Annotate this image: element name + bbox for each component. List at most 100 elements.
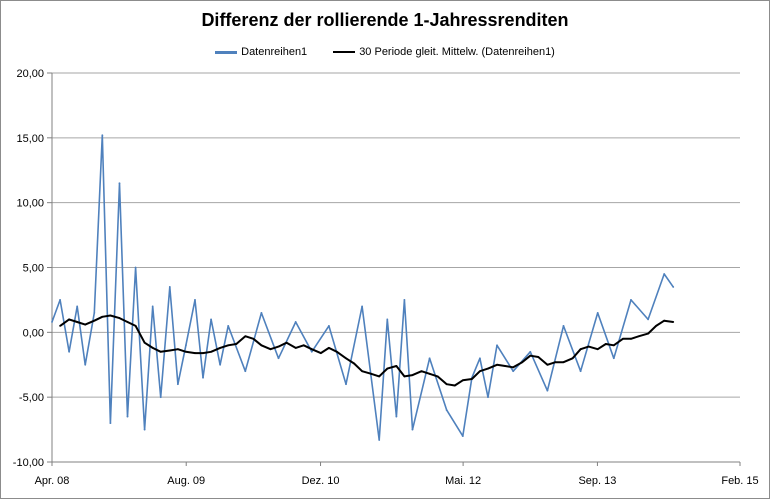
data-point-datenreihen1	[143, 428, 146, 431]
data-point-datenreihen1	[76, 305, 79, 308]
data-point-datenreihen1	[428, 357, 431, 360]
data-point-datenreihen1	[210, 318, 212, 321]
data-point-moving-average	[101, 315, 104, 318]
data-point-moving-average	[235, 343, 238, 345]
x-tick-label: Aug. 09	[167, 475, 205, 487]
data-point-moving-average	[76, 321, 79, 323]
data-point-moving-average	[244, 335, 247, 338]
data-point-datenreihen1	[562, 324, 565, 327]
data-point-datenreihen1	[663, 273, 666, 275]
data-point-datenreihen1	[596, 311, 599, 314]
data-point-moving-average	[579, 348, 582, 351]
data-point-moving-average	[285, 341, 288, 344]
data-point-datenreihen1	[68, 350, 71, 353]
data-point-moving-average	[647, 332, 649, 335]
data-point-datenreihen1	[134, 266, 137, 269]
legend-entry-series: Datenreihen1	[215, 46, 307, 58]
data-point-datenreihen1	[227, 324, 230, 327]
data-point-moving-average	[672, 321, 675, 323]
data-point-moving-average	[353, 362, 355, 365]
legend-swatch-moving-average	[333, 51, 356, 53]
data-point-moving-average	[453, 384, 456, 387]
y-tick-label: 15,00	[16, 133, 44, 145]
data-point-moving-average	[168, 349, 171, 352]
data-point-datenreihen1	[310, 350, 313, 353]
data-point-moving-average	[151, 346, 154, 349]
data-point-datenreihen1	[612, 357, 615, 360]
data-point-moving-average	[109, 314, 112, 317]
data-point-moving-average	[370, 372, 373, 375]
data-point-datenreihen1	[445, 409, 448, 412]
data-point-moving-average	[269, 348, 272, 351]
data-point-moving-average	[571, 357, 574, 360]
legend-label-moving-average: 30 Periode gleit. Mittelw. (Datenreihen1…	[359, 46, 555, 58]
y-tick-label: -5,00	[19, 392, 44, 404]
data-point-datenreihen1	[630, 299, 632, 301]
x-tick-label: Sep. 13	[578, 475, 616, 487]
data-point-moving-average	[537, 356, 540, 358]
data-point-datenreihen1	[118, 182, 121, 185]
data-point-moving-average	[655, 324, 658, 327]
data-point-moving-average	[59, 324, 61, 327]
data-point-moving-average	[134, 324, 137, 327]
data-point-moving-average	[126, 321, 129, 323]
data-point-moving-average	[302, 344, 305, 347]
data-point-moving-average	[529, 354, 532, 357]
data-point-moving-average	[411, 374, 414, 377]
y-tick-label: 10,00	[16, 198, 44, 210]
data-point-datenreihen1	[294, 321, 297, 323]
data-point-moving-average	[310, 348, 313, 351]
data-point-datenreihen1	[487, 396, 489, 399]
data-point-datenreihen1	[361, 305, 364, 308]
x-tick-label: Feb. 15	[721, 475, 758, 487]
data-point-datenreihen1	[378, 439, 381, 441]
legend-label-series: Datenreihen1	[241, 46, 308, 58]
data-point-datenreihen1	[194, 299, 196, 301]
data-point-moving-average	[403, 375, 406, 378]
data-point-moving-average	[219, 346, 222, 349]
data-point-datenreihen1	[59, 299, 61, 301]
data-point-datenreihen1	[395, 415, 398, 418]
data-point-datenreihen1	[496, 344, 498, 347]
data-point-moving-average	[327, 346, 330, 349]
data-point-datenreihen1	[244, 370, 247, 373]
y-tick-label: 0,00	[23, 327, 44, 339]
data-point-moving-average	[84, 323, 87, 326]
data-point-datenreihen1	[168, 286, 171, 288]
data-point-moving-average	[504, 365, 506, 367]
data-point-datenreihen1	[93, 311, 96, 314]
data-point-datenreihen1	[672, 286, 675, 288]
data-point-moving-average	[420, 370, 423, 373]
data-point-moving-average	[336, 350, 338, 353]
data-point-moving-average	[277, 345, 280, 348]
legend: Datenreihen1 30 Periode gleit. Mittelw. …	[0, 46, 770, 58]
data-point-datenreihen1	[461, 435, 464, 437]
data-point-datenreihen1	[219, 363, 222, 366]
data-point-datenreihen1	[512, 370, 515, 373]
data-point-datenreihen1	[546, 389, 549, 392]
data-point-moving-average	[587, 345, 590, 348]
data-point-datenreihen1	[345, 383, 347, 386]
data-point-moving-average	[546, 363, 549, 366]
data-point-datenreihen1	[260, 311, 263, 314]
data-point-moving-average	[345, 357, 347, 360]
chart-title: Differenz der rollierende 1-Jahressrendi…	[201, 10, 569, 30]
data-point-datenreihen1	[84, 363, 87, 366]
data-point-moving-average	[202, 352, 204, 354]
y-tick-label: 20,00	[16, 68, 44, 80]
data-point-moving-average	[143, 341, 146, 344]
data-point-moving-average	[562, 361, 565, 364]
data-point-moving-average	[319, 352, 322, 354]
x-tick-label: Mai. 12	[445, 475, 481, 487]
data-point-datenreihen1	[51, 321, 53, 323]
data-point-moving-average	[176, 348, 179, 351]
data-point-datenreihen1	[101, 134, 104, 137]
series-line-moving-average	[59, 314, 674, 387]
data-point-moving-average	[461, 379, 464, 382]
data-point-datenreihen1	[126, 415, 129, 418]
data-point-datenreihen1	[159, 396, 162, 399]
data-point-datenreihen1	[109, 422, 112, 424]
data-point-moving-average	[378, 375, 381, 378]
data-point-moving-average	[638, 335, 640, 338]
